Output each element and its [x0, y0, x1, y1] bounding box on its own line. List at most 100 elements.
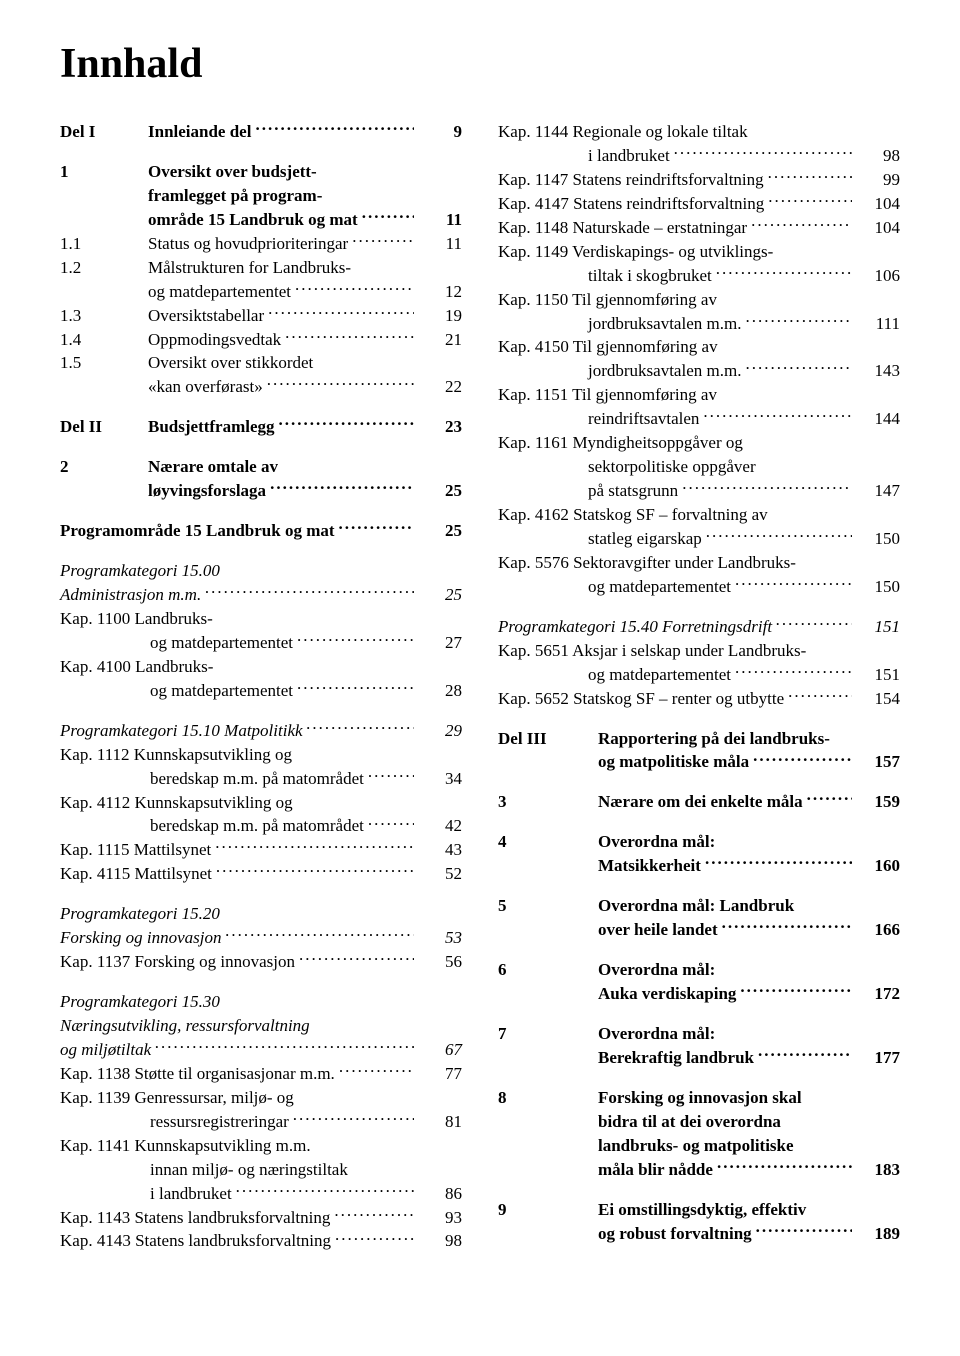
toc-label: Kap. 1149 Verdiskapings- og utviklings-	[498, 241, 773, 264]
toc-page-number: 177	[856, 1047, 900, 1070]
toc-row: Kap. 1147 Statens reindriftsforvaltning9…	[498, 168, 900, 192]
toc-page-number: 144	[856, 408, 900, 431]
toc-page-number: 53	[418, 927, 462, 950]
toc-prefix: 5	[498, 895, 598, 918]
toc-label: og matdepartementet	[150, 680, 293, 703]
toc-row: 1.1Status og hovudprioriteringar11	[60, 232, 462, 256]
toc-leader-dots	[295, 280, 414, 297]
toc-row: «kan overførast»22	[60, 375, 462, 399]
toc-row: 1.2Målstrukturen for Landbruks-	[60, 256, 462, 280]
toc-row: Kap. 4150 Til gjennomføring av	[498, 335, 900, 359]
toc-page-number: 151	[856, 664, 900, 687]
toc-row: 6Overordna mål:	[498, 958, 900, 982]
toc-row: Kap. 4100 Landbruks-	[60, 655, 462, 679]
toc-row: bidra til at dei overordna	[498, 1110, 900, 1134]
toc-page-number: 25	[418, 480, 462, 503]
toc-row: 2Nærare omtale av	[60, 455, 462, 479]
toc-label: Overordna mål:	[598, 831, 715, 854]
toc-row: Kap. 4147 Statens reindriftsforvaltning1…	[498, 192, 900, 216]
toc-label: Kap. 1161 Myndigheitsoppgåver og	[498, 432, 743, 455]
toc-label: Overordna mål:	[598, 959, 715, 982]
toc-page-number: 21	[418, 329, 462, 352]
toc-page-number: 172	[856, 983, 900, 1006]
spacer	[498, 774, 900, 790]
toc-page-number: 143	[856, 360, 900, 383]
toc-leader-dots	[703, 407, 852, 424]
toc-page-number: 19	[418, 305, 462, 328]
toc-leader-dots	[339, 519, 414, 536]
toc-prefix: 9	[498, 1199, 598, 1222]
toc-page-number: 34	[418, 768, 462, 791]
toc-row: Kap. 1151 Til gjennomføring av	[498, 383, 900, 407]
toc-page-number: 93	[418, 1207, 462, 1230]
toc-prefix: 1.2	[60, 257, 148, 280]
toc-row: 1.5Oversikt over stikkordet	[60, 351, 462, 375]
toc-row: Kap. 1112 Kunnskapsutvikling og	[60, 743, 462, 767]
toc-label: jordbruksavtalen m.m.	[588, 360, 741, 383]
toc-label: Programområde 15 Landbruk og mat	[60, 520, 335, 543]
spacer	[60, 703, 462, 719]
toc-prefix: 8	[498, 1087, 598, 1110]
toc-row: Kap. 1139 Genressursar, miljø- og	[60, 1086, 462, 1110]
toc-leader-dots	[768, 192, 852, 209]
toc-label: Kap. 1115 Mattilsynet	[60, 839, 211, 862]
toc-row: Kap. 1138 Støtte til organisasjonar m.m.…	[60, 1062, 462, 1086]
toc-row: jordbruksavtalen m.m.111	[498, 312, 900, 336]
toc-label: Kap. 4150 Til gjennomføring av	[498, 336, 718, 359]
toc-label: sektorpolitiske oppgåver	[588, 456, 756, 479]
toc-page-number: 99	[856, 169, 900, 192]
toc-row: Matsikkerheit160	[498, 854, 900, 878]
toc-row: sektorpolitiske oppgåver	[498, 455, 900, 479]
toc-prefix: 1.3	[60, 305, 148, 328]
toc-label: Rapportering på dei landbruks-	[598, 728, 830, 751]
toc-label: i landbruket	[150, 1183, 232, 1206]
toc-page-number: 25	[418, 520, 462, 543]
toc-row: 5Overordna mål: Landbruk	[498, 894, 900, 918]
toc-label: over heile landet	[598, 919, 718, 942]
toc-label: og matdepartementet	[148, 281, 291, 304]
toc-label: område 15 Landbruk og mat	[148, 209, 358, 232]
toc-row: måla blir nådde183	[498, 1158, 900, 1182]
toc-label: Kap. 4100 Landbruks-	[60, 656, 213, 679]
toc-leader-dots	[368, 814, 414, 831]
toc-row: Kap. 4162 Statskog SF – forvaltning av	[498, 503, 900, 527]
toc-leader-dots	[226, 926, 415, 943]
toc-label: løyvingsforslaga	[148, 480, 266, 503]
spacer	[60, 439, 462, 455]
toc-page-number: 104	[856, 193, 900, 216]
spacer	[498, 1182, 900, 1198]
toc-row: Kap. 1141 Kunnskapsutvikling m.m.	[60, 1134, 462, 1158]
toc-label: Kap. 4143 Statens landbruksforvaltning	[60, 1230, 331, 1253]
spacer	[498, 1070, 900, 1086]
toc-leader-dots	[293, 1110, 414, 1127]
toc-row: Kap. 5576 Sektoravgifter under Landbruks…	[498, 551, 900, 575]
toc-page-number: 86	[418, 1183, 462, 1206]
toc-row: Kap. 4115 Mattilsynet52	[60, 862, 462, 886]
toc-label: Kap. 1150 Til gjennomføring av	[498, 289, 717, 312]
toc-prefix: 1.5	[60, 352, 148, 375]
toc-label: landbruks- og matpolitiske	[598, 1135, 794, 1158]
toc-prefix: Del II	[60, 416, 148, 439]
toc-label: Kap. 5576 Sektoravgifter under Landbruks…	[498, 552, 796, 575]
toc-label: Forsking og innovasjon	[60, 927, 222, 950]
toc-leader-dots	[722, 918, 852, 935]
toc-row: over heile landet166	[498, 918, 900, 942]
toc-row: 7Overordna mål:	[498, 1022, 900, 1046]
toc-column-right: Kap. 1144 Regionale og lokale tiltaki la…	[498, 120, 900, 1253]
toc-label: Nærare omtale av	[148, 456, 278, 479]
toc-leader-dots	[255, 120, 414, 137]
toc-page-number: 106	[856, 265, 900, 288]
toc-row: Kap. 1161 Myndigheitsoppgåver og	[498, 431, 900, 455]
toc-label: Kap. 1151 Til gjennomføring av	[498, 384, 717, 407]
toc-label: Matsikkerheit	[598, 855, 701, 878]
toc-leader-dots	[788, 687, 852, 704]
toc-page-number: 189	[856, 1223, 900, 1246]
toc-leader-dots	[751, 216, 852, 233]
toc-leader-dots	[205, 583, 414, 600]
toc-prefix: 1	[60, 161, 148, 184]
toc-row: Kap. 1143 Statens landbruksforvaltning93	[60, 1206, 462, 1230]
toc-label: Programkategori 15.20	[60, 903, 220, 926]
toc-row: Programkategori 15.30	[60, 990, 462, 1014]
toc-label: framlegget på program-	[148, 185, 322, 208]
toc-page-number: 81	[418, 1111, 462, 1134]
